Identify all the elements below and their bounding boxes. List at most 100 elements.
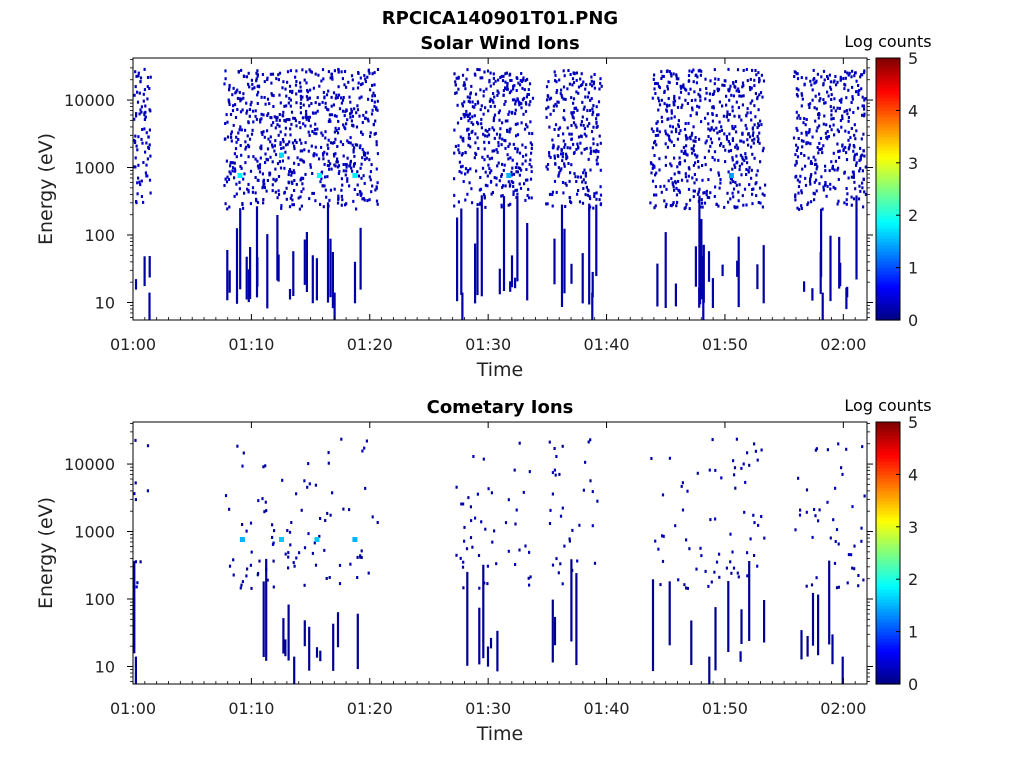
data-cell — [328, 167, 331, 171]
colorbar-tick-label: 3 — [908, 518, 918, 537]
data-cell — [800, 191, 803, 195]
data-cell — [727, 67, 730, 71]
data-cell — [363, 74, 366, 77]
data-cell — [470, 121, 473, 125]
data-cell — [315, 647, 319, 658]
data-cell — [321, 184, 324, 188]
data-cell — [504, 139, 507, 143]
data-cell — [310, 70, 313, 74]
data-cell — [476, 136, 479, 140]
data-cell — [502, 168, 505, 172]
data-cell — [652, 130, 655, 133]
data-cell — [259, 118, 262, 122]
data-cell — [595, 148, 598, 152]
data-cell — [240, 153, 243, 157]
data-cell — [844, 83, 847, 87]
data-cell — [840, 466, 843, 470]
data-cell — [358, 114, 361, 118]
data-cell — [741, 103, 744, 107]
data-cell — [853, 74, 856, 78]
data-cell — [253, 86, 256, 90]
data-cells — [133, 437, 866, 684]
data-cell — [562, 191, 565, 195]
data-cell — [245, 256, 248, 300]
data-cell — [812, 191, 815, 195]
data-cell — [666, 69, 669, 73]
data-cell — [795, 87, 798, 91]
data-cell — [579, 84, 583, 88]
data-cell — [375, 143, 378, 147]
data-cell — [808, 179, 812, 183]
data-cell — [359, 76, 362, 80]
data-cell — [852, 197, 856, 201]
data-cell — [800, 131, 803, 135]
data-cell — [829, 182, 832, 186]
data-cell — [571, 528, 574, 532]
data-cell — [732, 180, 735, 184]
data-cell — [357, 72, 360, 75]
data-cell — [859, 189, 862, 193]
data-cell — [746, 138, 749, 142]
data-cell — [324, 101, 327, 105]
data-cell — [297, 163, 300, 166]
data-cell — [689, 198, 692, 202]
data-cell — [813, 508, 816, 511]
data-cell — [794, 163, 797, 167]
data-cell — [262, 201, 265, 205]
colorbar-step — [876, 182, 900, 187]
data-cell — [800, 92, 803, 96]
data-cell — [551, 138, 554, 142]
data-cell — [696, 75, 699, 79]
colorbar-frame — [875, 57, 901, 321]
data-cell — [488, 127, 491, 131]
data-cell — [229, 113, 233, 116]
data-cell — [256, 84, 259, 88]
data-cell — [563, 228, 566, 294]
data-cell — [311, 255, 314, 304]
data-cell — [861, 169, 864, 173]
data-cell — [548, 522, 552, 525]
data-cell — [340, 101, 343, 105]
data-cell — [699, 99, 702, 103]
data-cell — [587, 91, 590, 95]
data-cell — [325, 577, 328, 580]
data-cell — [464, 198, 467, 202]
data-cell — [266, 234, 269, 309]
data-cell — [375, 140, 378, 144]
data-cell — [814, 158, 817, 162]
data-cell — [300, 141, 303, 145]
data-cell — [722, 114, 725, 118]
data-cell — [598, 134, 601, 138]
data-cell — [325, 93, 329, 97]
data-cell — [571, 77, 575, 81]
data-cell — [295, 101, 298, 105]
data-cell — [518, 151, 522, 155]
data-cell — [375, 185, 378, 189]
data-cell — [143, 127, 146, 131]
data-cell — [286, 529, 289, 532]
data-cell — [592, 206, 595, 210]
data-cell — [664, 205, 667, 209]
data-cell — [692, 144, 696, 148]
data-cell — [453, 204, 456, 208]
data-cell — [819, 251, 822, 294]
colorbar-step — [876, 451, 900, 456]
data-cell — [255, 117, 258, 121]
data-cell — [734, 180, 737, 184]
data-cell — [748, 463, 751, 467]
data-cell — [658, 157, 661, 161]
data-cell — [593, 192, 596, 196]
data-cell — [302, 159, 305, 163]
data-cell — [584, 460, 587, 464]
data-cell — [705, 87, 708, 90]
data-cell — [707, 584, 710, 588]
data-cell — [725, 137, 729, 141]
data-cell — [738, 114, 741, 118]
data-cell — [684, 87, 687, 91]
data-cell — [476, 492, 479, 496]
data-cell — [599, 81, 602, 85]
data-cell — [502, 93, 505, 97]
data-cell — [587, 157, 590, 161]
data-cell — [704, 97, 707, 101]
